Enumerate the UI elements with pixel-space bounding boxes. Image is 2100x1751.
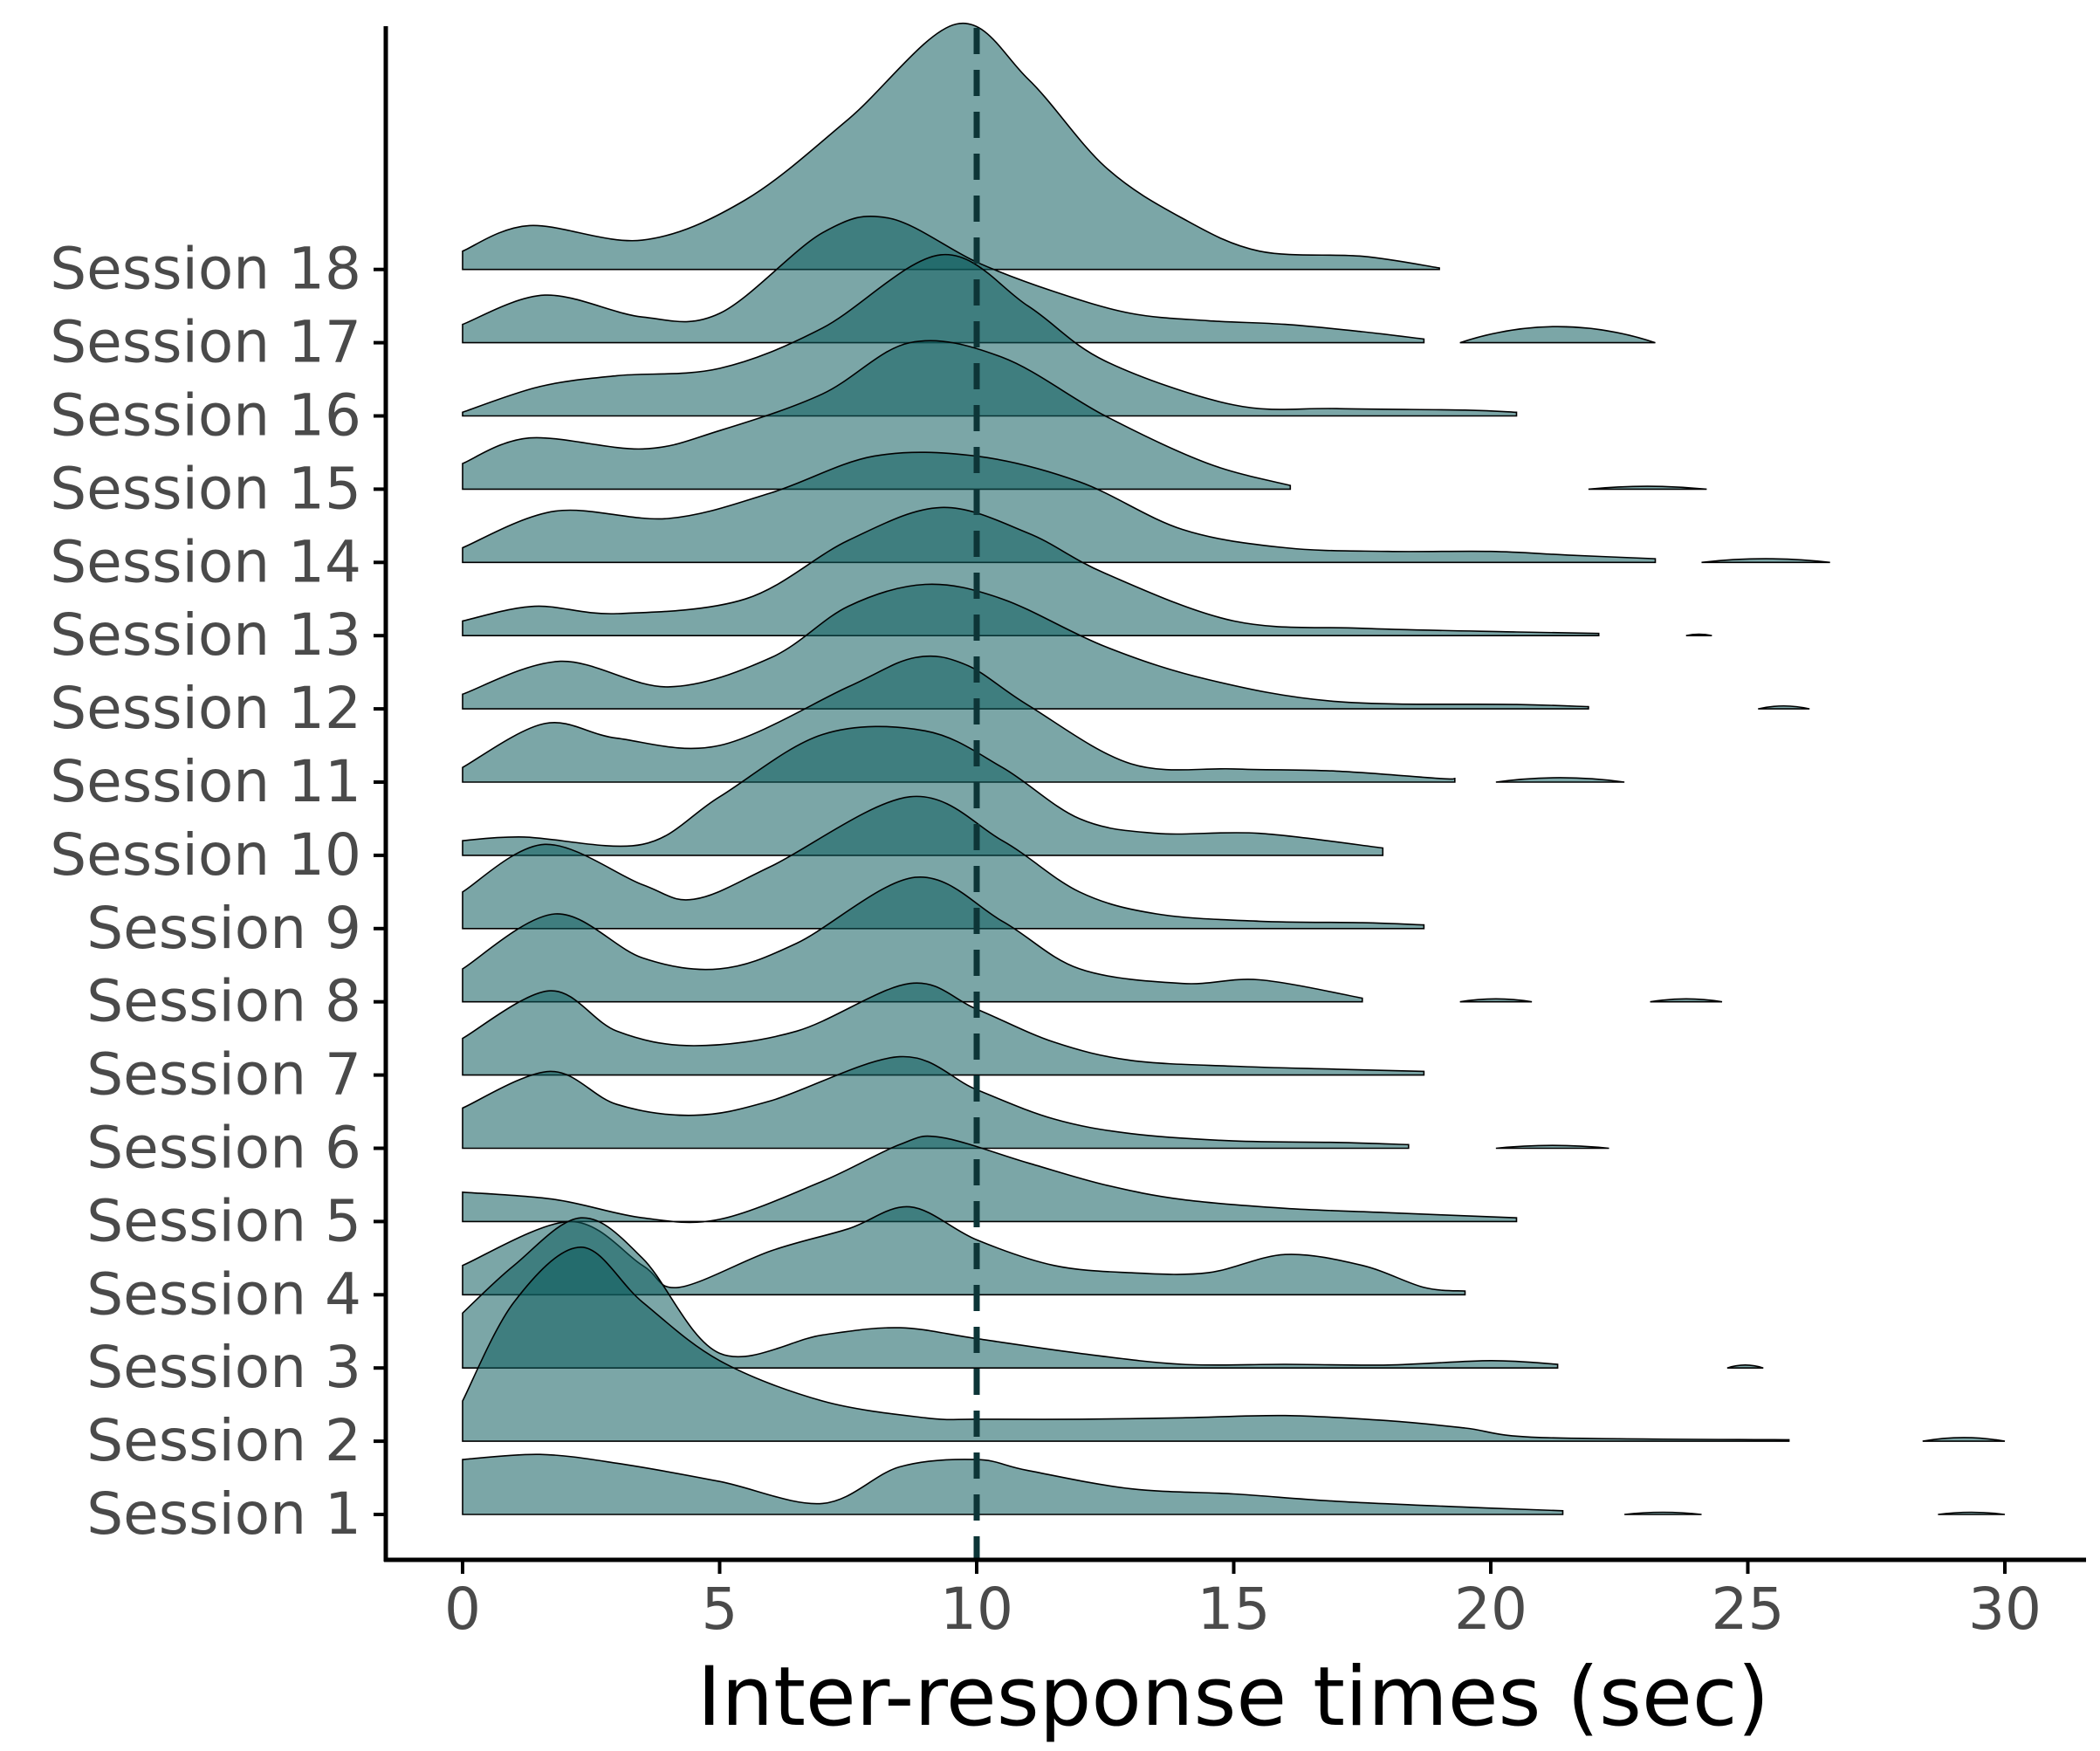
ridge-tail-segment	[1495, 1144, 1609, 1150]
ridge-tail-segment	[1588, 485, 1707, 491]
y-tick-label: Session 17	[50, 309, 361, 376]
ridge-session-16	[462, 253, 1518, 417]
ridge-area	[462, 876, 1363, 1003]
ridge-area	[462, 340, 1292, 491]
x-axis-labels: 0 5 10 15 20 25 30	[444, 1576, 2042, 1643]
y-tick-label: Session 14	[50, 528, 361, 595]
y-tick-label: Session 15	[50, 455, 361, 522]
ridge-tail-segment	[1758, 704, 1810, 710]
x-tick-label: 20	[1454, 1576, 1527, 1643]
x-tick-label: 15	[1198, 1576, 1271, 1643]
ridge-area	[462, 655, 1456, 783]
ridge-session-6	[462, 1055, 1609, 1150]
ridge-session-11	[462, 655, 1625, 783]
x-tick-label: 5	[702, 1576, 738, 1643]
ridge-session-12	[462, 583, 1810, 710]
ridge-area	[462, 451, 1657, 564]
ridge-session-1	[462, 1453, 2006, 1515]
ridge-area	[462, 982, 1425, 1076]
x-tick-label: 0	[444, 1576, 481, 1643]
ridge-session-5	[462, 1135, 1518, 1224]
ridge-tail-segment	[1624, 1511, 1702, 1515]
y-tick-label: Session 11	[50, 748, 361, 815]
x-tick-label: 30	[1968, 1576, 2042, 1643]
ridge-area	[462, 506, 1600, 636]
y-tick-label: Session 10	[50, 821, 361, 889]
y-tick-label: Session 13	[50, 601, 361, 669]
ridge-tail-segment	[1459, 998, 1533, 1003]
ridge-area	[462, 583, 1589, 710]
y-tick-label: Session 9	[86, 895, 361, 962]
ridge-area	[462, 725, 1384, 856]
y-tick-label: Session 6	[86, 1115, 361, 1182]
ridge-session-10	[462, 725, 1384, 856]
ridge-session-2	[462, 1246, 2006, 1442]
ridge-session-18	[462, 22, 1440, 271]
x-tick-label: 25	[1712, 1576, 1785, 1643]
ridge-area	[462, 1246, 1790, 1442]
y-tick-label: Session 12	[50, 675, 361, 742]
ridge-area	[462, 253, 1518, 417]
ridge-session-8	[462, 876, 1723, 1003]
y-tick-label: Session 4	[86, 1260, 361, 1328]
y-tick-label: Session 7	[86, 1041, 361, 1109]
y-tick-label: Session 16	[50, 382, 361, 450]
ridge-area	[462, 1055, 1410, 1150]
ridge-tail-segment	[1726, 1364, 1764, 1369]
ridges-layer	[462, 22, 2006, 1515]
ridge-tail-segment	[1495, 777, 1625, 783]
x-tick-label: 10	[940, 1576, 1013, 1643]
ridge-session-7	[462, 982, 1425, 1076]
ridge-session-13	[462, 506, 1712, 636]
y-tick-label: Session 2	[86, 1407, 361, 1474]
x-axis-title: Inter-response times (sec)	[697, 1650, 1769, 1745]
ridge-area	[462, 1135, 1518, 1224]
ridge-session-9	[462, 795, 1425, 930]
ridge-tail-segment	[1922, 1437, 2006, 1442]
ridge-session-15	[462, 340, 1707, 491]
ridge-tail-segment	[1685, 633, 1712, 636]
y-tick-label: Session 3	[86, 1334, 361, 1401]
y-tick-label: Session 1	[86, 1480, 361, 1548]
ridge-tail-segment	[1650, 998, 1723, 1003]
y-tick-label: Session 8	[86, 968, 361, 1035]
axes-layer	[374, 26, 2086, 1574]
ridge-tail-segment	[1938, 1511, 2006, 1515]
ridge-tail-segment	[1459, 326, 1656, 344]
ridge-area	[462, 1453, 1564, 1515]
y-tick-label: Session 5	[86, 1187, 361, 1254]
ridge-tail-segment	[1701, 558, 1830, 564]
ridge-area	[462, 795, 1425, 930]
ridge-area	[462, 22, 1440, 271]
y-tick-label: Session 18	[50, 236, 361, 303]
ridge-session-14	[462, 451, 1830, 564]
